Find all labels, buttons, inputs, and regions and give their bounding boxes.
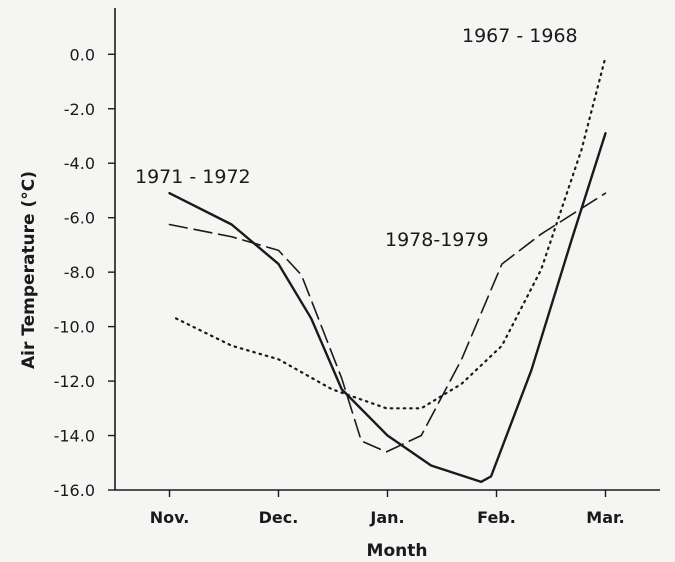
series-annotation: 1971 - 1972 <box>135 166 251 188</box>
x-tick-label: Jan. <box>369 508 404 527</box>
y-tick-label: -4.0 <box>64 154 95 173</box>
y-axis-label: Air Temperature (°C) <box>19 171 39 369</box>
y-tick-label: -8.0 <box>64 263 95 282</box>
y-tick-label: -10.0 <box>54 318 95 337</box>
series-line <box>174 55 607 410</box>
series-annotation: 1978-1979 <box>385 229 489 251</box>
x-tick-label: Dec. <box>259 508 299 527</box>
y-tick-label: -12.0 <box>54 372 95 391</box>
y-tick-label: -6.0 <box>64 209 95 228</box>
y-tick-label: -2.0 <box>64 100 95 119</box>
y-tick-label: -16.0 <box>54 481 95 500</box>
x-tick-label: Nov. <box>150 508 190 527</box>
x-axis-label: Month <box>367 541 428 561</box>
x-tick-label: Mar. <box>586 508 624 527</box>
y-tick-label: -14.0 <box>54 427 95 446</box>
series-line <box>168 192 607 453</box>
x-tick-label: Feb. <box>477 508 516 527</box>
y-tick-label: 0.0 <box>70 45 95 64</box>
series-annotation: 1967 - 1968 <box>462 25 578 47</box>
series-line <box>168 132 607 484</box>
